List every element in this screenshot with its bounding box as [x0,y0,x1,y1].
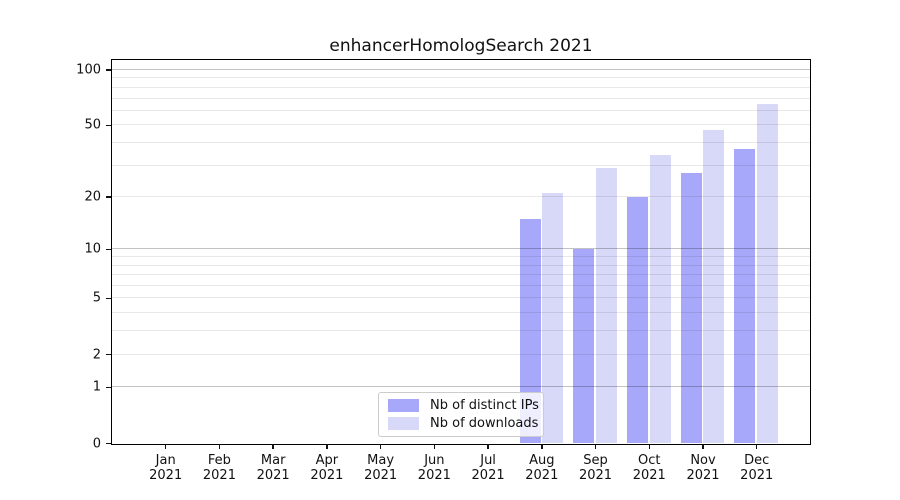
x-tick-mark-jun [433,444,436,449]
legend-item-downloads: Nb of downloads [388,415,538,433]
x-tick-label-jun: Jun 2021 [417,453,451,483]
x-tick-mark-oct [648,444,650,449]
x-tick-label-apr: Apr 2021 [310,453,344,483]
x-tick-mark-nov [702,444,704,449]
bar-downloads-sep [595,167,617,444]
y-tick-mark-2 [105,353,111,356]
chart-title: enhancerHomologSearch 2021 [329,36,593,56]
gridline-minor-60 [111,109,810,111]
legend-item-distinct-ips: Nb of distinct IPs [388,397,539,415]
x-tick-mark-jan [165,444,167,449]
gridline-minor-4 [111,312,810,314]
gridline-minor-3 [111,330,810,332]
y-tick-label-50: 50 [84,117,101,133]
legend-label-downloads: Nb of downloads [430,415,539,431]
gridline-major-1 [111,386,810,388]
x-tick-label-nov: Nov 2021 [686,453,720,483]
y-tick-mark-10 [105,248,111,251]
bar-downloads-dec [756,103,778,444]
plot-area [110,58,811,445]
legend: Nb of distinct IPs Nb of downloads [378,392,544,437]
legend-swatch-ips-icon [388,399,419,413]
bar-ips-oct [627,196,649,444]
x-tick-label-oct: Oct 2021 [632,453,666,483]
bar-downloads-oct [649,155,671,444]
y-tick-mark-1 [105,386,111,389]
x-tick-label-aug: Aug 2021 [525,453,559,483]
y-tick-label-10: 10 [84,241,101,257]
gridline-major-10 [111,248,810,250]
bar-ips-dec [734,148,756,444]
gridline-minor-2 [111,353,810,355]
x-tick-label-feb: Feb 2021 [202,453,236,483]
y-tick-mark-0 [105,442,111,445]
x-tick-label-jul: Jul 2021 [471,453,505,483]
x-tick-label-may: May 2021 [364,453,398,483]
y-tick-mark-100 [105,69,111,71]
gridline-minor-7 [111,274,810,276]
gridline-minor-5 [111,297,810,299]
x-tick-mark-apr [326,444,328,449]
x-tick-mark-sep [594,444,597,449]
y-tick-mark-50 [105,124,111,126]
bar-downloads-aug [542,192,564,444]
x-tick-label-mar: Mar 2021 [256,453,290,483]
gridline-minor-50 [111,124,810,126]
legend-swatch-downloads-icon [388,416,419,430]
gridline-minor-90 [111,77,810,79]
gridline-minor-9 [111,256,810,258]
x-tick-mark-may [379,444,382,449]
y-tick-label-100: 100 [76,62,101,78]
gridline-minor-40 [111,141,810,143]
bar-ips-aug [519,218,541,444]
y-tick-label-5: 5 [92,290,101,306]
bar-ips-nov [680,173,702,444]
gridline-minor-80 [111,86,810,88]
x-tick-label-dec: Dec 2021 [740,453,774,483]
gridline-minor-6 [111,285,810,287]
y-tick-label-0: 0 [92,436,101,451]
y-tick-label-20: 20 [84,189,101,205]
gridline-major-100 [111,68,810,70]
gridline-minor-20 [111,196,810,198]
bar-downloads-nov [703,129,725,444]
x-tick-label-jan: Jan 2021 [149,453,183,483]
y-tick-label-2: 2 [92,347,101,363]
bar-ips-sep [573,248,595,444]
gridline-minor-70 [111,97,810,99]
x-tick-mark-feb [218,444,221,449]
y-tick-mark-20 [105,196,111,198]
y-tick-mark-5 [105,297,111,300]
x-tick-mark-mar [272,444,274,449]
x-tick-mark-aug [541,444,543,449]
legend-label-distinct-ips: Nb of distinct IPs [430,398,539,414]
gridline-minor-8 [111,264,810,266]
x-tick-mark-jul [487,444,489,449]
y-tick-label-1: 1 [92,379,101,395]
x-tick-label-sep: Sep 2021 [578,453,613,483]
gridline-minor-30 [111,164,810,166]
x-tick-mark-dec [756,444,758,449]
